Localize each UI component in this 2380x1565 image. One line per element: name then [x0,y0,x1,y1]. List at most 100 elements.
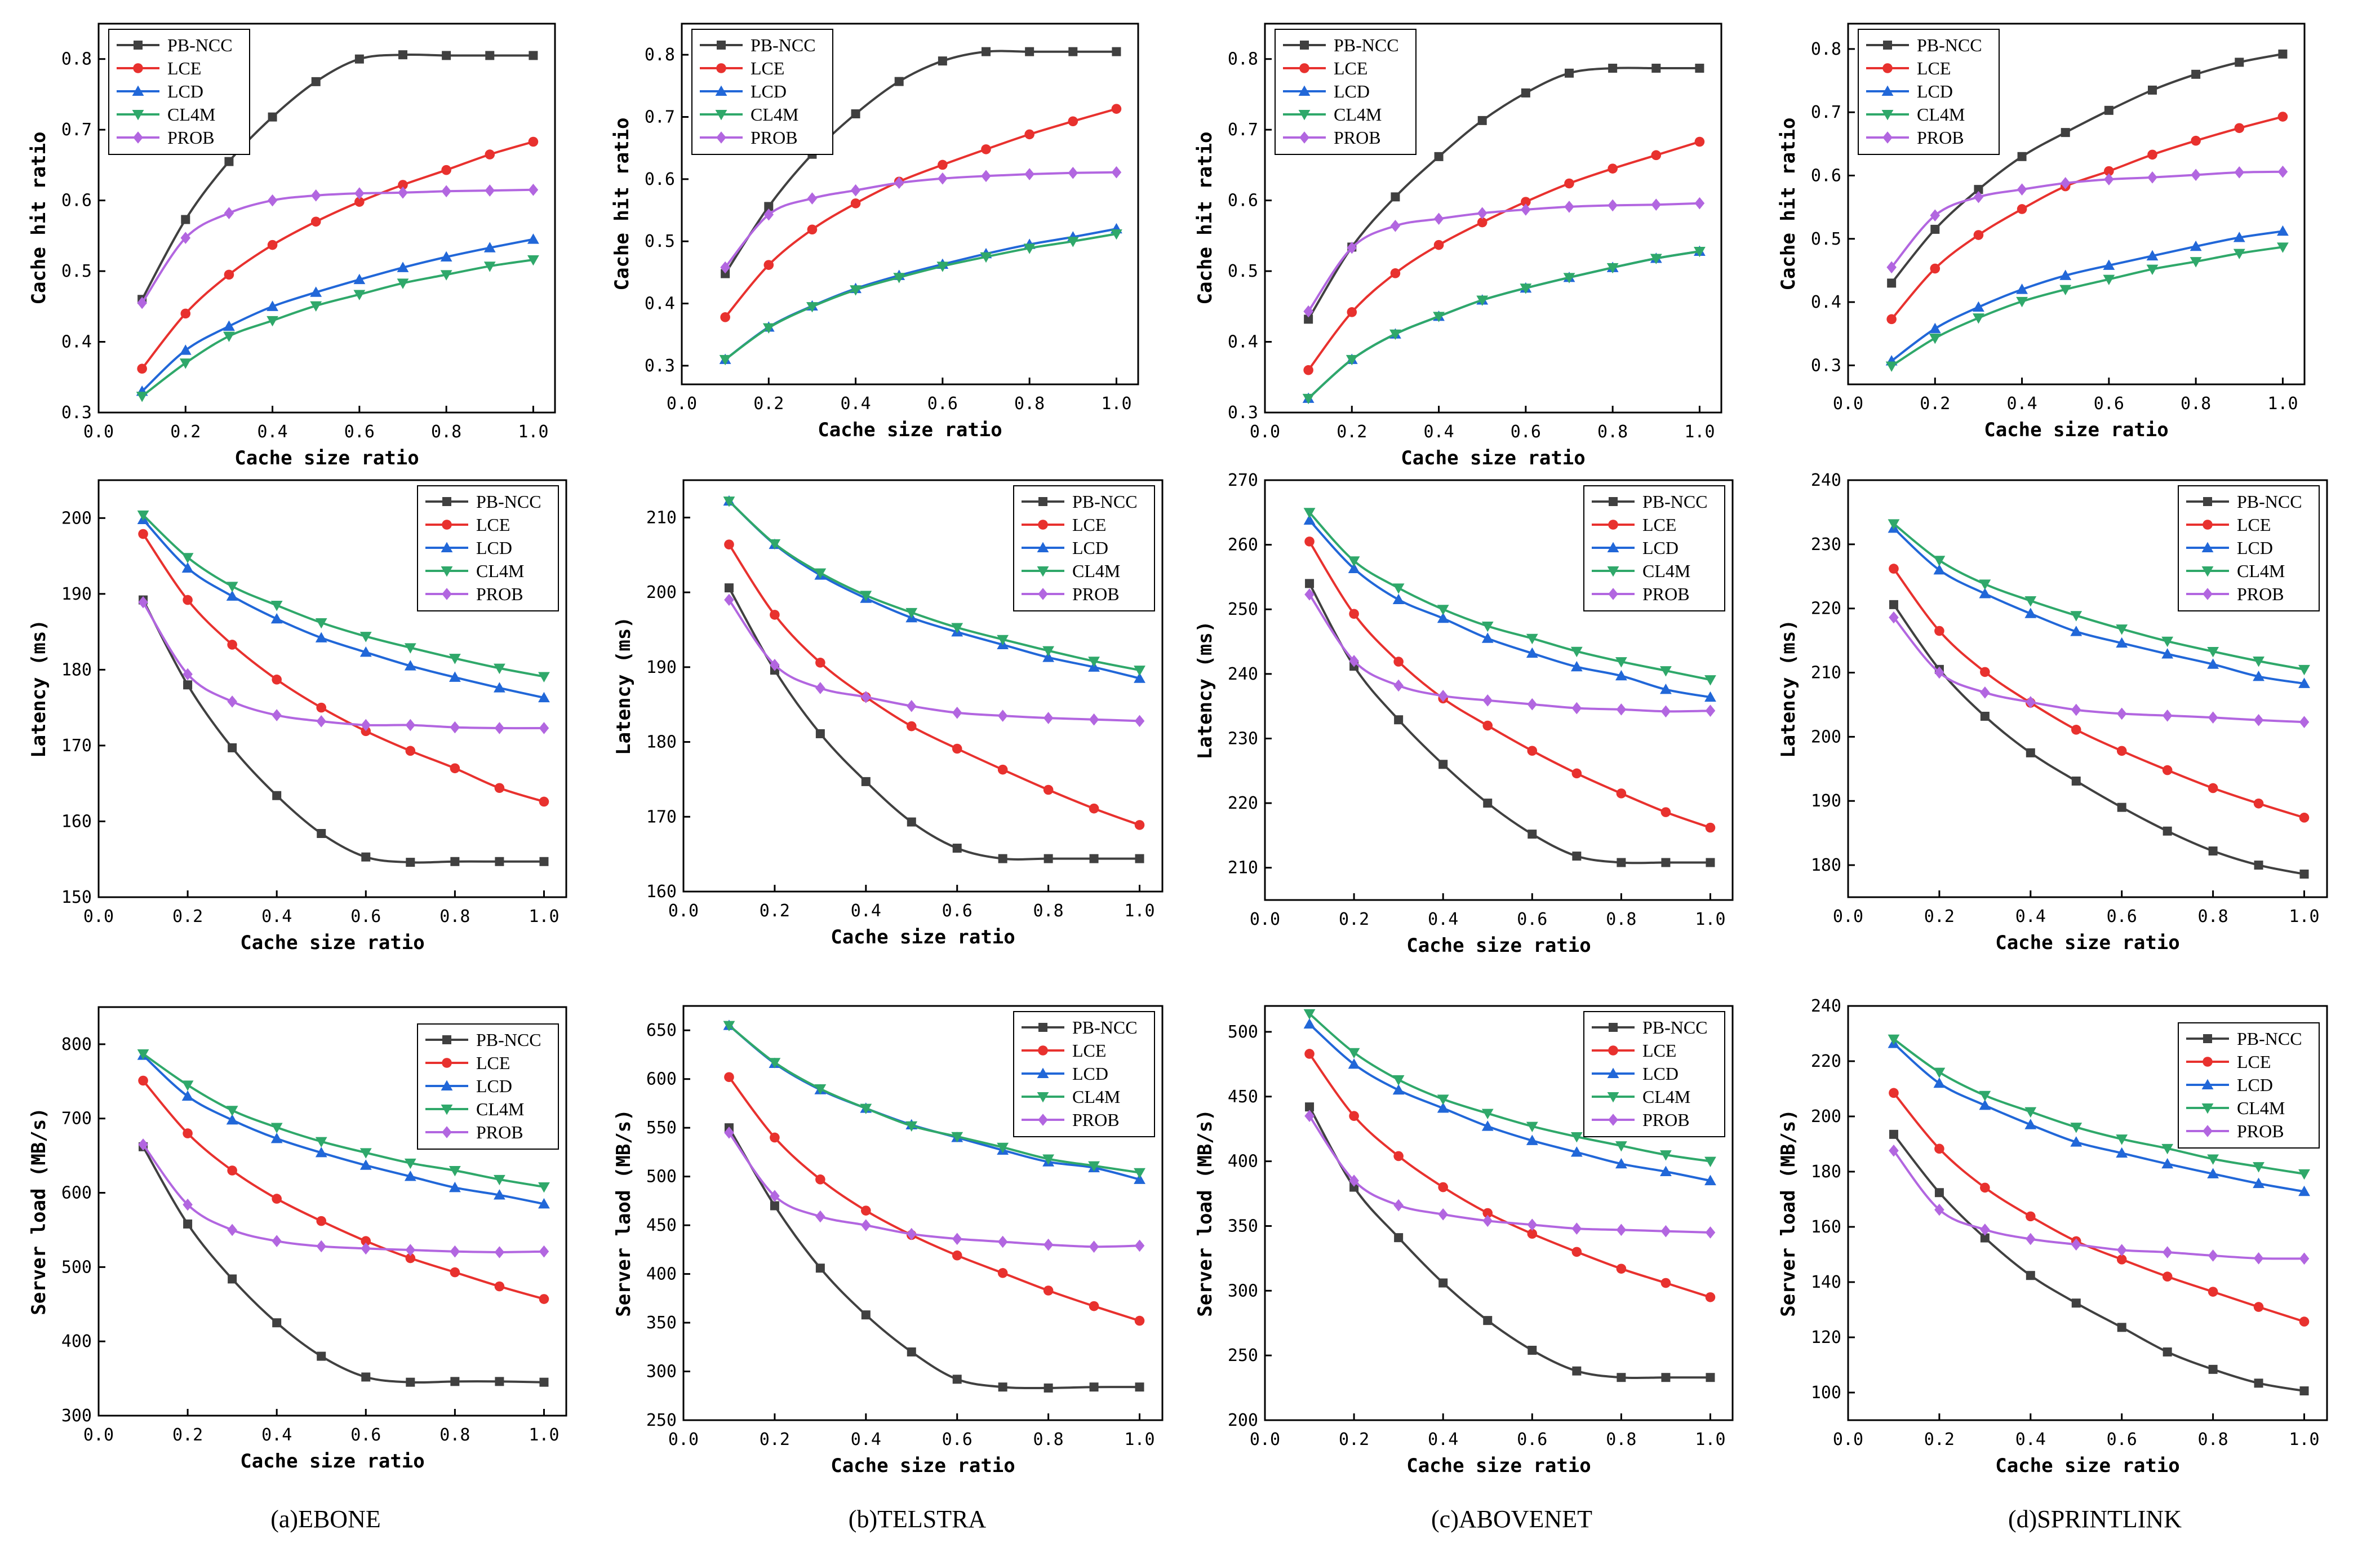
y-tick-label: 0.7 [1228,120,1258,140]
legend-marker [2203,1057,2213,1067]
x-tick-label: 0.4 [1423,422,1454,442]
point-lce [1973,230,1984,240]
point-prob [1521,203,1531,216]
x-tick-label: 0.4 [851,901,881,921]
point-cl4m [2070,1123,2082,1133]
legend-label: LCD [1334,81,1370,101]
series-line-pb-ncc [1308,583,1711,864]
x-tick-label: 0.6 [350,1425,381,1445]
point-cl4m [2253,657,2264,667]
legend-label: PROB [1642,1110,1690,1130]
point-pb-ncc [1980,1233,1990,1243]
point-prob [1438,690,1448,702]
point-cl4m [359,632,372,642]
point-lce [2208,783,2218,793]
point-lcd [1437,612,1449,623]
legend-marker [1299,131,1309,144]
point-cl4m [1476,295,1489,306]
point-lce [1433,240,1444,250]
legend-marker [441,1105,453,1115]
x-axis-label: Cache size ratio [240,1450,425,1473]
point-prob [528,184,539,196]
x-tick-label: 0.0 [1250,1430,1280,1449]
point-prob [815,1210,825,1223]
point-lce [1571,768,1582,779]
point-cl4m [179,358,192,369]
point-pb-ncc [1930,224,1940,234]
point-prob [2017,183,2027,196]
point-lce [763,260,774,270]
y-tick-label: 180 [1811,1162,1841,1182]
point-cl4m [1888,1034,1900,1045]
point-pb-ncc [815,729,825,738]
point-pb-ncc [861,777,871,786]
x-tick-label: 0.4 [1428,1430,1458,1449]
point-cl4m [1088,1161,1100,1172]
y-tick-label: 0.5 [61,261,92,281]
point-cl4m [1481,622,1494,632]
point-cl4m [1704,675,1716,686]
point-pb-ncc [181,215,190,224]
legend-marker [2203,520,2213,530]
y-tick-label: 300 [1228,1281,1258,1301]
chart-2: 0.0 0.2 0.4 0.6 0.8 1.0 0.3 0.4 0.5 0.6 0.7 0.8 Cach… [611,23,1139,441]
point-pb-ncc [2017,152,2027,161]
plot-frame [681,23,1139,385]
chart-4: 0.0 0.2 0.4 0.6 0.8 1.0 0.3 0.4 0.5 0.6 0.7 0.8 Cach… [1777,23,2306,441]
legend-marker [442,588,452,600]
legend-marker [716,131,726,144]
point-cl4m [449,1166,461,1177]
point-cl4m [1346,354,1358,366]
point-cl4m [1433,312,1445,322]
point-lce [494,1281,505,1292]
legend-label: PROB [2237,584,2284,604]
x-tick-label: 0.4 [261,907,292,926]
point-lcd [315,632,327,642]
y-tick-label: 800 [61,1035,92,1054]
point-cl4m [2024,596,2037,607]
point-prob [1134,1239,1145,1252]
point-prob [952,706,962,719]
point-lcd [538,691,550,703]
series-line-pb-ncc [1893,1133,2304,1393]
point-pb-ncc [272,1318,282,1328]
legend-marker [134,41,143,50]
y-tick-label: 0.4 [61,332,92,352]
legend-label: LCD [476,1076,512,1096]
point-pb-ncc [1651,64,1661,73]
legend-label: LCE [2237,1052,2271,1072]
y-tick-label: 220 [1811,599,1841,619]
point-pb-ncc [2104,105,2113,115]
x-tick-label: 0.4 [840,394,871,414]
legend-label: LCE [1917,58,1951,78]
point-prob [2208,1249,2218,1262]
point-lce [1705,822,1716,833]
point-prob [2060,177,2071,189]
series-line-cl4m [142,1053,544,1188]
point-cl4m [814,1084,827,1095]
series-line-lce [728,1076,1140,1322]
point-prob [310,189,321,202]
x-tick-label: 1.0 [2267,394,2298,414]
y-tick-label: 200 [61,508,92,528]
y-tick-label: 270 [1228,471,1258,490]
point-lce [1304,537,1315,547]
point-lce [1390,268,1401,278]
plot-frame [97,1006,567,1417]
caption-ebone: (a)EBONE [270,1505,381,1533]
y-axis-label: Cache hit ratio [28,131,50,304]
y-tick-label: 400 [646,1265,677,1284]
legend-label: PB-NCC [1334,35,1399,55]
series-line-lce [1308,1053,1711,1298]
point-pb-ncc [539,857,549,866]
point-prob [850,184,861,197]
point-pb-ncc [1394,1233,1404,1243]
x-tick-label: 0.2 [1336,422,1367,442]
point-pb-ncc [2163,826,2172,836]
point-pb-ncc [1565,68,1574,78]
y-axis-label: Cache hit ratio [1777,117,1800,290]
point-lce [1089,1301,1099,1311]
point-lcd [2116,637,2128,648]
